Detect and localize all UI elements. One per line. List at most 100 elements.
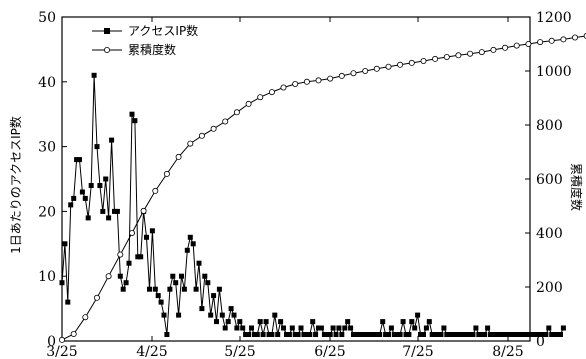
access-ip-point <box>438 332 444 337</box>
cumulative-point <box>117 251 124 258</box>
access-ip-point <box>199 306 205 312</box>
access-ip-point <box>560 325 566 331</box>
x-tick-label: 7/25 <box>402 344 433 359</box>
access-ip-point <box>415 312 421 318</box>
access-ip-point <box>216 286 222 292</box>
access-ip-point <box>59 280 65 286</box>
access-ip-point <box>368 332 374 337</box>
cumulative-point <box>245 100 252 107</box>
access-ip-point <box>147 286 152 292</box>
access-ip-point <box>388 325 394 331</box>
access-ip-point <box>423 325 429 331</box>
access-ip-point <box>537 332 543 337</box>
access-ip-point <box>158 299 164 305</box>
access-ip-point <box>333 332 339 337</box>
y-left-tick-label: 30 <box>38 140 56 156</box>
access-ip-point <box>380 319 386 325</box>
access-ip-point <box>447 332 453 337</box>
access-ip-point <box>132 118 138 124</box>
access-ip-point <box>74 157 80 163</box>
y-right-tick-label: 200 <box>536 280 563 296</box>
access-ip-point <box>534 332 540 337</box>
access-ip-point <box>426 319 432 325</box>
access-ip-point <box>228 306 234 312</box>
access-ip-point <box>112 208 117 214</box>
access-ip-point <box>94 144 100 150</box>
access-ip-point <box>351 332 356 337</box>
access-ip-point <box>517 332 523 337</box>
cumulative-point <box>303 78 310 85</box>
access-ip-point <box>528 332 534 337</box>
access-ip-point <box>155 293 161 299</box>
access-ip-point <box>196 260 202 266</box>
access-ip-point <box>400 319 406 325</box>
cumulative-point <box>257 94 264 101</box>
access-ip-point <box>289 325 295 331</box>
access-ip-point <box>109 137 115 143</box>
access-ip-point <box>409 319 415 325</box>
cumulative-point <box>187 140 194 147</box>
y-left-tick-label: 40 <box>38 75 56 91</box>
cumulative-point <box>315 77 322 84</box>
access-ip-point <box>251 332 257 337</box>
access-ip-point <box>231 312 237 318</box>
access-ip-point <box>356 332 362 337</box>
access-ip-point <box>386 332 391 337</box>
cumulative-point <box>327 75 334 82</box>
access-ip-point <box>383 332 389 337</box>
access-ip-point <box>243 332 249 337</box>
cumulative-point <box>432 55 439 62</box>
access-ip-point <box>441 325 447 331</box>
access-ip-point <box>298 325 304 331</box>
access-ip-point <box>260 332 266 337</box>
access-ip-point <box>211 293 217 299</box>
access-ip-point <box>453 332 458 337</box>
access-ip-point <box>418 332 423 337</box>
access-ip-point <box>144 234 149 240</box>
access-ip-point <box>114 208 120 214</box>
access-ip-point <box>190 241 196 247</box>
access-ip-point <box>164 332 170 337</box>
access-ip-point <box>461 332 467 337</box>
y-right-tick-label: 600 <box>536 172 563 188</box>
cumulative-point <box>478 49 485 56</box>
access-ip-point <box>272 312 278 318</box>
x-tick-label: 8/25 <box>492 344 523 359</box>
access-ip-point <box>161 312 167 318</box>
access-ip-point <box>359 332 365 337</box>
access-ip-point <box>129 111 135 117</box>
access-ip-point <box>214 319 219 325</box>
access-ip-point <box>219 312 225 318</box>
cumulative-point <box>105 273 112 280</box>
cumulative-point <box>467 50 474 57</box>
series-cumulative-line <box>61 35 586 341</box>
access-ip-point <box>103 176 109 182</box>
access-ip-point <box>324 332 330 337</box>
access-ip-point <box>508 332 514 337</box>
access-ip-point <box>391 332 397 337</box>
access-ip-point <box>421 332 426 337</box>
access-ip-point <box>496 332 502 337</box>
legend: アクセスIP数 累積度数 <box>92 23 198 57</box>
legend-marker-cumulative <box>104 47 111 54</box>
y-left-axis-title: 1日あたりのアクセスIP数 <box>8 116 23 254</box>
access-ip-point <box>292 332 298 337</box>
access-ip-point <box>397 332 403 337</box>
access-ip-point <box>540 332 546 337</box>
cumulative-point <box>152 187 159 194</box>
legend-marker-access <box>104 28 110 34</box>
access-ip-point <box>318 325 324 331</box>
access-ip-point <box>100 208 106 214</box>
axis-ticks <box>61 16 530 342</box>
access-ip-point <box>62 241 68 247</box>
cumulative-point <box>140 207 147 214</box>
cumulative-point <box>408 59 415 66</box>
access-ip-point <box>450 332 456 337</box>
access-ip-point <box>237 319 243 325</box>
cumulative-point <box>420 58 427 65</box>
access-ip-point <box>304 332 310 337</box>
access-ip-point <box>257 319 263 325</box>
cumulative-point <box>537 39 544 46</box>
cumulative-point <box>338 72 345 79</box>
access-ip-point <box>549 332 555 337</box>
